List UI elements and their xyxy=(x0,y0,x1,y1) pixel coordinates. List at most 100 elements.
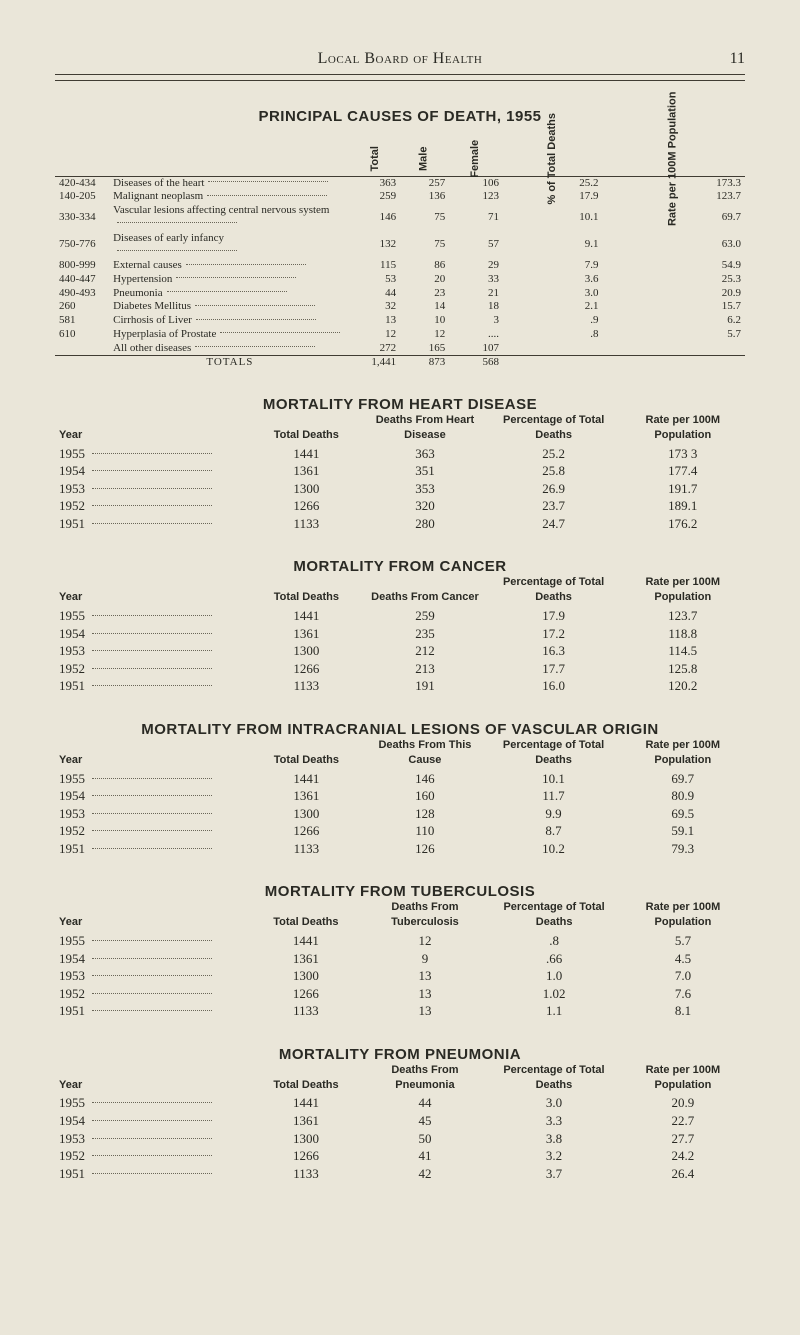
cell-pct: 26.9 xyxy=(487,480,621,498)
cell-pct: 10.1 xyxy=(503,204,602,232)
table-row: 1955 144136325.2173 3 xyxy=(55,445,745,463)
table-row: 1955 144125917.9123.7 xyxy=(55,607,745,625)
cell-year: 1955 xyxy=(55,770,249,788)
cell-female: 57 xyxy=(449,232,503,260)
table-row: 1952 12661108.759.1 xyxy=(55,822,745,840)
cell-rate: 54.9 xyxy=(602,259,745,273)
section-title: MORTALITY FROM PNEUMONIA xyxy=(55,1046,745,1063)
cell-c3: 41 xyxy=(363,1147,487,1165)
table-row: 800-999External causes11586297.954.9 xyxy=(55,259,745,273)
cell-pct: 9.1 xyxy=(503,232,602,260)
principal-table: Total Male Female % of Total Deaths Rate… xyxy=(55,143,745,370)
cell-rate: 114.5 xyxy=(621,642,745,660)
cell-c3: 363 xyxy=(363,445,486,463)
head-rate: Rate per 100M Population xyxy=(621,575,745,607)
page-container: Local Board of Health 11 PRINCIPAL CAUSE… xyxy=(0,0,800,1222)
cell-year: 1954 xyxy=(55,787,249,805)
cell-year: 1954 xyxy=(55,462,249,480)
cell-year: 1951 xyxy=(55,515,249,533)
cell-cause: Diseases of the heart xyxy=(109,176,351,190)
table-row: 490-493Pneumonia4423213.020.9 xyxy=(55,287,745,301)
cell-c3: 320 xyxy=(363,497,486,515)
cell-cause: Hyperplasia of Prostate xyxy=(109,328,351,342)
cell-deaths: 1266 xyxy=(249,660,363,678)
cell-year: 1953 xyxy=(55,642,249,660)
cell-year: 1952 xyxy=(55,822,249,840)
cell-c3: 126 xyxy=(363,840,486,858)
mortality-table: YearTotal DeathsDeaths From Tuberculosis… xyxy=(55,900,745,1019)
principal-totals-total: 1,441 xyxy=(351,356,400,370)
cell-male: 136 xyxy=(400,190,449,204)
cell-year: 1954 xyxy=(55,1112,249,1130)
mortality-table: YearTotal DeathsDeaths From CancerPercen… xyxy=(55,575,745,694)
table-row: 1953 130035326.9191.7 xyxy=(55,480,745,498)
cell-code: 581 xyxy=(55,314,109,328)
cell-total: 259 xyxy=(351,190,400,204)
head-pct: Percentage of Total Deaths xyxy=(487,900,621,932)
cell-code: 420-434 xyxy=(55,176,109,190)
table-row: 1951 1133423.726.4 xyxy=(55,1165,745,1183)
table-row: 1952 1266131.027.6 xyxy=(55,985,745,1003)
cell-pct: 3.6 xyxy=(503,273,602,287)
section-title: MORTALITY FROM HEART DISEASE xyxy=(55,396,745,413)
cell-rate: 191.7 xyxy=(621,480,745,498)
cell-deaths: 1133 xyxy=(249,1165,363,1183)
head-deaths: Total Deaths xyxy=(249,413,363,445)
cell-rate: 8.1 xyxy=(621,1002,745,1020)
cell-cause: Malignant neoplasm xyxy=(109,190,351,204)
cell-pct: 16.0 xyxy=(487,677,621,695)
table-row: 1953 1300503.827.7 xyxy=(55,1130,745,1148)
head-pct: Percentage of Total Deaths xyxy=(487,1063,621,1095)
head-c3: Deaths From This Cause xyxy=(363,738,486,770)
mortality-table: YearTotal DeathsDeaths From This CausePe… xyxy=(55,738,745,857)
cell-female: .... xyxy=(449,328,503,342)
cell-cause: External causes xyxy=(109,259,351,273)
cell-female: 33 xyxy=(449,273,503,287)
cell-year: 1955 xyxy=(55,932,249,950)
cell-deaths: 1361 xyxy=(249,1112,363,1130)
cell-cause: Vascular lesions affecting central nervo… xyxy=(109,204,351,232)
principal-head-pct: % of Total Deaths xyxy=(539,113,567,204)
principal-head-total: Total xyxy=(362,146,390,171)
cell-pct: 24.7 xyxy=(487,515,621,533)
cell-total: 13 xyxy=(351,314,400,328)
cell-deaths: 1133 xyxy=(249,677,363,695)
cell-total: 146 xyxy=(351,204,400,232)
table-row: 1951 113312610.279.3 xyxy=(55,840,745,858)
cell-deaths: 1441 xyxy=(249,932,362,950)
table-row: 260Diabetes Mellitus3214182.115.7 xyxy=(55,300,745,314)
table-row: 330-334Vascular lesions affecting centra… xyxy=(55,204,745,232)
head-rate: Rate per 100M Population xyxy=(621,1063,745,1095)
cell-rate: 26.4 xyxy=(621,1165,745,1183)
cell-pct: 16.3 xyxy=(487,642,621,660)
cell-pct: 1.02 xyxy=(487,985,621,1003)
cell-total: 272 xyxy=(351,342,400,356)
cell-rate: 189.1 xyxy=(621,497,745,515)
table-row: 1954 136135125.8177.4 xyxy=(55,462,745,480)
cell-pct: 3.0 xyxy=(487,1094,621,1112)
cell-code: 490-493 xyxy=(55,287,109,301)
cell-pct: .8 xyxy=(503,328,602,342)
cell-deaths: 1441 xyxy=(249,770,363,788)
cell-code: 750-776 xyxy=(55,232,109,260)
cell-c3: 213 xyxy=(363,660,486,678)
table-row: All other diseases272165107 xyxy=(55,342,745,356)
cell-deaths: 1133 xyxy=(249,1002,362,1020)
cell-c3: 351 xyxy=(363,462,486,480)
section-title: MORTALITY FROM INTRACRANIAL LESIONS OF V… xyxy=(55,721,745,738)
cell-rate: 24.2 xyxy=(621,1147,745,1165)
cell-total: 132 xyxy=(351,232,400,260)
table-row: 1953 130021216.3114.5 xyxy=(55,642,745,660)
cell-pct: 1.1 xyxy=(487,1002,621,1020)
head-year: Year xyxy=(55,900,249,932)
cell-code: 610 xyxy=(55,328,109,342)
cell-year: 1952 xyxy=(55,497,249,515)
cell-cause: Pneumonia xyxy=(109,287,351,301)
section-title: MORTALITY FROM TUBERCULOSIS xyxy=(55,883,745,900)
cell-c3: 13 xyxy=(363,985,488,1003)
cell-rate: 6.2 xyxy=(602,314,745,328)
cell-c3: 259 xyxy=(363,607,486,625)
cell-year: 1953 xyxy=(55,967,249,985)
cell-pct: 3.7 xyxy=(487,1165,621,1183)
cell-year: 1951 xyxy=(55,1165,249,1183)
